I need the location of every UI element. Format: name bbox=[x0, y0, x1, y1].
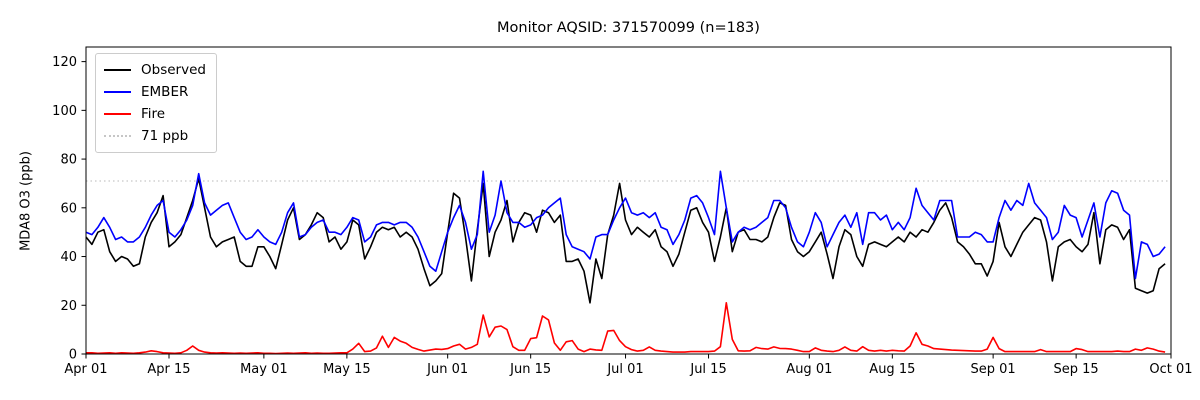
x-tick-label: Jun 01 bbox=[426, 362, 468, 377]
y-tick-label: 40 bbox=[60, 250, 77, 265]
x-tick-label: Sep 15 bbox=[1054, 362, 1099, 377]
legend: Observed EMBER Fire 71 ppb bbox=[95, 53, 217, 153]
y-tick-label: 100 bbox=[52, 104, 77, 119]
legend-label-ember: EMBER bbox=[141, 84, 189, 100]
ember-line-swatch bbox=[104, 91, 131, 93]
y-tick-label: 60 bbox=[60, 201, 77, 216]
x-tick-label: Aug 15 bbox=[869, 362, 915, 377]
x-tick-label: Jul 01 bbox=[606, 362, 643, 377]
legend-label-threshold: 71 ppb bbox=[141, 128, 189, 144]
legend-label-fire: Fire bbox=[141, 106, 166, 122]
chart-title: Monitor AQSID: 371570099 (n=183) bbox=[497, 20, 760, 36]
legend-label-observed: Observed bbox=[141, 62, 206, 78]
ember-line bbox=[85, 170, 1166, 280]
x-tick-label: Sep 01 bbox=[971, 362, 1016, 377]
legend-item-fire: Fire bbox=[104, 103, 206, 125]
y-tick-label: 80 bbox=[60, 153, 77, 168]
x-tick-label: May 01 bbox=[240, 362, 288, 377]
x-tick-label: Apr 15 bbox=[147, 362, 190, 377]
observed-line bbox=[85, 177, 1166, 304]
threshold-line-swatch bbox=[104, 135, 131, 137]
x-tick-label: May 15 bbox=[323, 362, 371, 377]
x-tick-label: Oct 01 bbox=[1149, 362, 1192, 377]
x-tick-label: Aug 01 bbox=[786, 362, 832, 377]
fire-line-swatch bbox=[104, 113, 131, 115]
legend-item-observed: Observed bbox=[104, 59, 206, 81]
x-tick-label: Apr 01 bbox=[64, 362, 107, 377]
fire-line bbox=[86, 301, 1166, 355]
y-axis-label: MDA8 O3 (ppb) bbox=[18, 151, 34, 251]
axes-frame bbox=[85, 46, 1172, 355]
y-tick-label: 120 bbox=[52, 55, 77, 70]
observed-line-swatch bbox=[104, 69, 131, 71]
legend-item-threshold: 71 ppb bbox=[104, 125, 206, 147]
x-tick-label: Jul 15 bbox=[689, 362, 726, 377]
legend-item-ember: EMBER bbox=[104, 81, 206, 103]
y-tick-label: 20 bbox=[60, 299, 77, 314]
y-tick-label: 0 bbox=[69, 348, 77, 363]
x-tick-label: Jun 15 bbox=[509, 362, 551, 377]
